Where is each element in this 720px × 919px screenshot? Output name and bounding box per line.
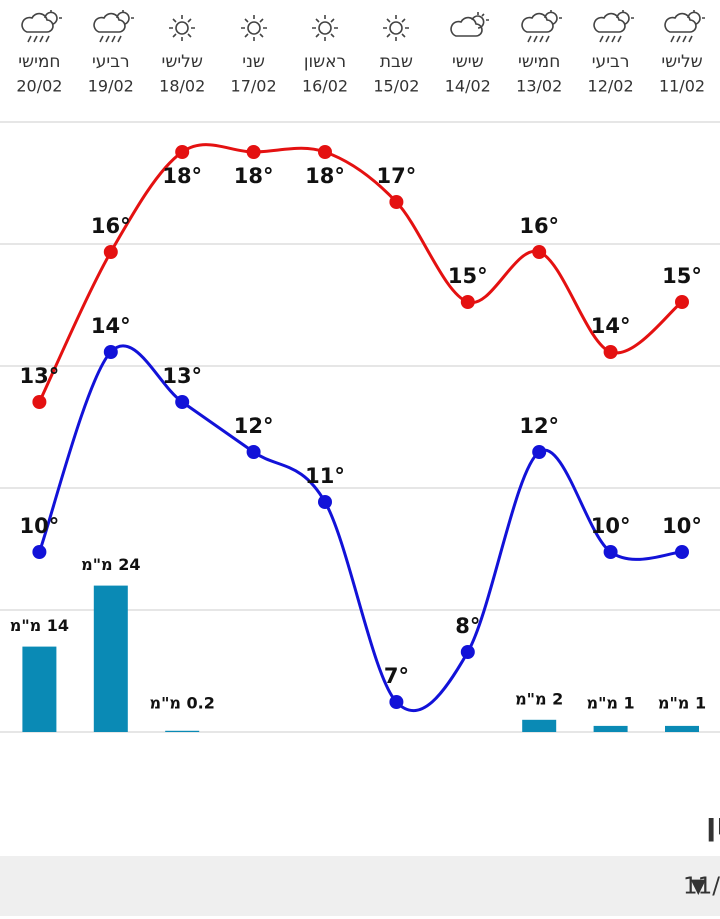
rain-bar: [22, 646, 57, 732]
temp-label: 13°: [20, 364, 60, 388]
temp-point: [175, 145, 190, 159]
rain-bar: [165, 730, 200, 732]
date: 14/02: [445, 77, 491, 96]
day-name: חמישי: [518, 52, 560, 72]
day-name: רביעי: [92, 52, 130, 72]
day-name: שישי: [452, 52, 484, 72]
temp-label: 15°: [662, 264, 702, 288]
temp-label: 17°: [377, 164, 417, 188]
temp-point: [460, 645, 475, 659]
rain-bar: [522, 719, 557, 732]
day-name: שלישי: [661, 52, 702, 72]
forecast-bar[interactable]: [0, 856, 720, 916]
temp-point: [675, 295, 689, 309]
day-name: חמישי: [18, 52, 60, 72]
temp-point: [318, 495, 332, 509]
rain-label: 1 מ"מ: [658, 694, 706, 713]
temp-point: [603, 345, 618, 359]
temp-point: [318, 145, 332, 159]
date: 19/02: [88, 77, 134, 96]
temp-point: [246, 445, 261, 459]
temp-point: [246, 145, 261, 159]
day-name: שני: [242, 52, 265, 72]
temp-label: 10°: [662, 514, 702, 538]
temp-point: [175, 395, 190, 409]
temp-line: [38, 143, 683, 403]
temp-point: [532, 445, 547, 459]
temp-point: [532, 245, 547, 259]
temp-label: 10°: [591, 514, 631, 538]
rain-label: 0.2 מ"מ: [149, 694, 214, 713]
temp-point: [389, 195, 404, 209]
rain-label: 24 מ"מ: [81, 555, 140, 574]
temp-label: 7°: [384, 664, 409, 688]
temp-label: 12°: [519, 414, 559, 438]
date: 11/02: [659, 77, 705, 96]
date: 15/02: [373, 77, 419, 96]
temp-point: [103, 245, 118, 259]
temp-point: [32, 395, 47, 409]
temp-label: 14°: [591, 314, 631, 338]
rain-bar: [665, 725, 699, 732]
date: 12/02: [588, 77, 634, 96]
subtitle[interactable]: תחזית שעתית ליום שלישי 11/02: [683, 874, 720, 900]
rain-label: 14 מ"מ: [10, 616, 69, 635]
weather-icons: [21, 9, 706, 43]
temp-label: 14°: [91, 314, 131, 338]
date: 16/02: [302, 77, 348, 96]
rain-bar: [93, 585, 128, 732]
day-name: רביעי: [592, 52, 630, 72]
date: 13/02: [516, 77, 562, 96]
date: 17/02: [231, 77, 277, 96]
temp-point: [103, 345, 118, 359]
temp-point: [460, 295, 475, 309]
temp-point: [389, 695, 404, 709]
temp-label: 18°: [162, 164, 202, 188]
day-name: שלישי: [162, 52, 203, 72]
rain-label: 2 מ"מ: [515, 689, 563, 708]
date: 20/02: [16, 77, 62, 96]
rain-bar: [593, 725, 628, 732]
title: מזג אוויר שעתי באשקלון: [706, 808, 720, 843]
temp-label: 11°: [305, 464, 345, 488]
temp-label: 18°: [234, 164, 274, 188]
temp-label: 16°: [91, 214, 131, 238]
temp-label: 16°: [519, 214, 559, 238]
temp-label: 15°: [448, 264, 488, 288]
day-name: ראשון: [304, 52, 346, 72]
temp-label: 13°: [162, 364, 202, 388]
expand-arrow[interactable]: ▼: [691, 874, 707, 898]
temp-label: 8°: [455, 614, 480, 638]
temp-label: 12°: [234, 414, 274, 438]
date: 18/02: [159, 77, 205, 96]
temp-label: 10°: [20, 514, 60, 538]
temp-label: 18°: [305, 164, 345, 188]
temp-point: [603, 545, 618, 559]
rain-label: 1 מ"מ: [586, 694, 634, 713]
day-name: שבת: [380, 52, 413, 72]
temp-line: [37, 344, 683, 713]
temp-point: [675, 545, 689, 559]
temp-point: [32, 545, 47, 559]
